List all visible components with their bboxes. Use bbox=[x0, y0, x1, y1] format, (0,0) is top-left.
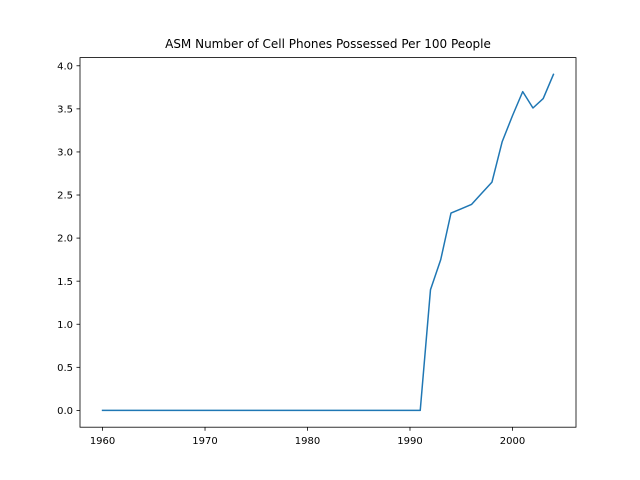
y-tick-label-1.0: 1.0 bbox=[57, 320, 73, 331]
x-tick-label-1990: 1990 bbox=[397, 436, 422, 447]
y-tick-label-4.0: 4.0 bbox=[57, 61, 73, 72]
series-line-0 bbox=[101, 73, 555, 412]
y-tick-label-0.0: 0.0 bbox=[57, 406, 73, 417]
y-tick-label-1.5: 1.5 bbox=[57, 277, 73, 288]
y-tick-label-2.5: 2.5 bbox=[57, 191, 73, 202]
y-tick-label-3.5: 3.5 bbox=[57, 104, 73, 115]
axes-frame bbox=[79, 57, 577, 428]
x-tick-label-1960: 1960 bbox=[90, 436, 115, 447]
chart-title: ASM Number of Cell Phones Possessed Per … bbox=[165, 37, 491, 51]
x-tick-label-1970: 1970 bbox=[192, 436, 217, 447]
x-tick-label-1980: 1980 bbox=[295, 436, 320, 447]
y-tick-label-3.0: 3.0 bbox=[57, 148, 73, 159]
y-tick-label-2.0: 2.0 bbox=[57, 234, 73, 245]
plot-area: 1960 1970 1980 1990 2000 0.0 0.5 1.0 1.5 2.0 2.5 3.… bbox=[57, 57, 577, 447]
y-tick-label-0.5: 0.5 bbox=[57, 363, 73, 374]
x-tick-label-2000: 2000 bbox=[500, 436, 525, 447]
